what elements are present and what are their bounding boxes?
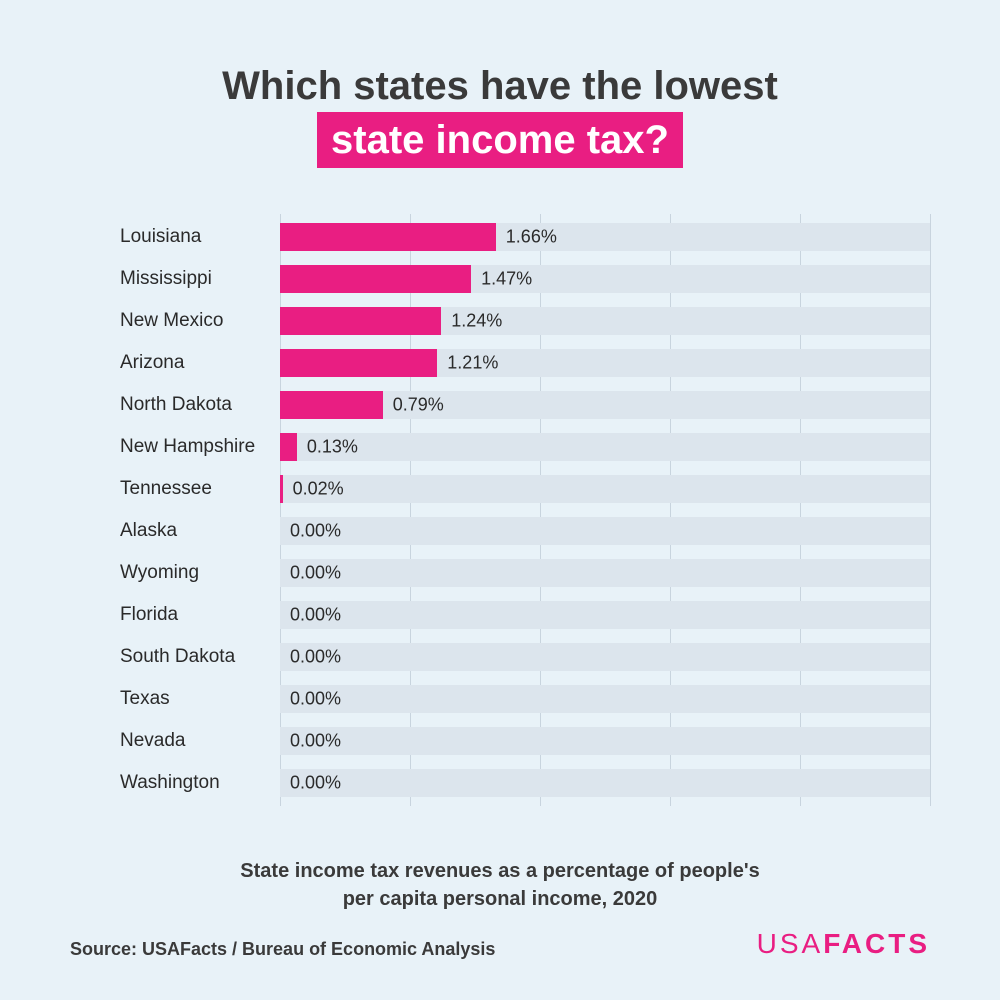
bar-track: 0.00% <box>280 601 930 629</box>
bar-track: 1.24% <box>280 307 930 335</box>
bar-track: 0.00% <box>280 559 930 587</box>
source-text: Source: USAFacts / Bureau of Economic An… <box>70 939 495 960</box>
bar-value: 0.00% <box>290 773 341 794</box>
bar-value: 0.02% <box>293 479 344 500</box>
row-label: Texas <box>120 688 280 710</box>
chart-row: Louisiana 1.66% <box>120 218 930 256</box>
chart-row: Wyoming 0.00% <box>120 554 930 592</box>
bar-value: 0.00% <box>290 605 341 626</box>
bar-value: 1.47% <box>481 269 532 290</box>
row-label: New Hampshire <box>120 436 280 458</box>
chart-row: Florida 0.00% <box>120 596 930 634</box>
row-label: South Dakota <box>120 646 280 668</box>
bar-track: 1.21% <box>280 349 930 377</box>
bar-track: 0.00% <box>280 727 930 755</box>
chart-row: North Dakota 0.79% <box>120 386 930 424</box>
row-label: Nevada <box>120 730 280 752</box>
gridline <box>930 214 931 806</box>
bar-value: 1.24% <box>451 311 502 332</box>
bar-track: 1.66% <box>280 223 930 251</box>
row-label: Florida <box>120 604 280 626</box>
row-label: Louisiana <box>120 226 280 248</box>
chart-row: Arizona 1.21% <box>120 344 930 382</box>
bar-value: 0.00% <box>290 563 341 584</box>
chart-row: Tennessee 0.02% <box>120 470 930 508</box>
subtitle-line1: State income tax revenues as a percentag… <box>240 860 759 882</box>
chart-row: New Hampshire 0.13% <box>120 428 930 466</box>
bar-fill <box>280 433 297 461</box>
bar-track: 0.79% <box>280 391 930 419</box>
row-label: North Dakota <box>120 394 280 416</box>
chart-row: Washington 0.00% <box>120 764 930 802</box>
usafacts-logo: USAFACTS <box>757 928 930 960</box>
bar-value: 1.21% <box>447 353 498 374</box>
bar-fill <box>280 475 283 503</box>
chart-row: Mississippi 1.47% <box>120 260 930 298</box>
row-label: Alaska <box>120 520 280 542</box>
chart-subtitle: State income tax revenues as a percentag… <box>70 857 930 913</box>
bar-track: 0.02% <box>280 475 930 503</box>
chart-row: New Mexico 1.24% <box>120 302 930 340</box>
bar-value: 0.00% <box>290 521 341 542</box>
bar-track: 0.00% <box>280 685 930 713</box>
subtitle-line2: per capita personal income, 2020 <box>343 888 658 910</box>
bar-value: 0.13% <box>307 437 358 458</box>
chart-title: Which states have the lowest state incom… <box>70 60 930 168</box>
logo-bold: FACTS <box>823 928 930 959</box>
row-label: Mississippi <box>120 268 280 290</box>
chart-row: Alaska 0.00% <box>120 512 930 550</box>
bar-track: 1.47% <box>280 265 930 293</box>
title-line1: Which states have the lowest <box>222 64 778 108</box>
bar-fill <box>280 307 441 335</box>
logo-thin: USA <box>757 928 824 959</box>
bar-value: 0.00% <box>290 731 341 752</box>
row-label: Washington <box>120 772 280 794</box>
bar-track: 0.00% <box>280 769 930 797</box>
chart-row: Texas 0.00% <box>120 680 930 718</box>
bar-fill <box>280 223 496 251</box>
bar-track: 0.00% <box>280 517 930 545</box>
bar-fill <box>280 391 383 419</box>
bar-value: 0.79% <box>393 395 444 416</box>
bar-track: 0.00% <box>280 643 930 671</box>
row-label: Arizona <box>120 352 280 374</box>
bar-fill <box>280 349 437 377</box>
chart-row: Nevada 0.00% <box>120 722 930 760</box>
bar-value: 0.00% <box>290 689 341 710</box>
bar-value: 1.66% <box>506 227 557 248</box>
row-label: Wyoming <box>120 562 280 584</box>
title-highlight: state income tax? <box>317 112 683 168</box>
bar-value: 0.00% <box>290 647 341 668</box>
row-label: Tennessee <box>120 478 280 500</box>
bar-track: 0.13% <box>280 433 930 461</box>
row-label: New Mexico <box>120 310 280 332</box>
chart-row: South Dakota 0.00% <box>120 638 930 676</box>
bar-chart: Louisiana 1.66% Mississippi 1.47% New Mexico… <box>120 218 930 802</box>
bar-fill <box>280 265 471 293</box>
